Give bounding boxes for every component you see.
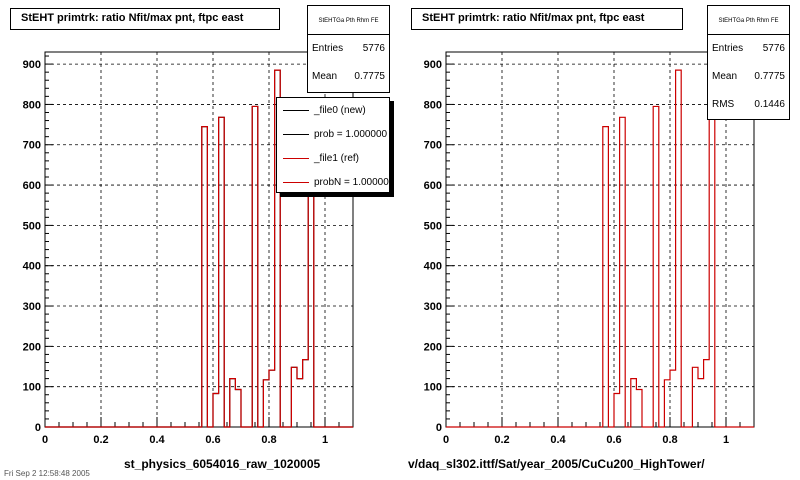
x-tick-label: 1 — [723, 434, 729, 446]
x-tick-label: 0 — [42, 434, 48, 446]
x-tick-label: 1 — [322, 434, 328, 446]
right-histogram-panel: 0 100 200 300 400 500 600 700 800 900 0 0.2 0.4 0.6 0.… — [400, 0, 800, 480]
stats-rms-value: 0.1446 — [754, 99, 785, 110]
left-histogram-panel: 0 100 200 300 400 500 600 700 800 900 0 0.2 0.4 0.6 0.… — [10, 5, 390, 471]
right-stats-box: StEHTGa Pth Rhm FE Entries 5776 Mean 0.7… — [707, 5, 790, 120]
left-legend: _file0 (new) prob = 1.000000 _file1 (ref… — [276, 97, 390, 193]
stats-mean-value: 0.7775 — [354, 71, 385, 82]
legend-entry-probN: probN = 1.000000 — [277, 170, 389, 194]
legend-line-black — [283, 109, 309, 111]
y-tick-label: 700 — [23, 140, 41, 152]
y-tick-label: 0 — [35, 422, 41, 434]
right-histogram-title: StEHT primtrk: ratio Nfit/max pnt, ftpc … — [411, 8, 683, 30]
y-tick-label: 600 — [424, 180, 442, 192]
x-tick-label: 0.8 — [662, 434, 677, 446]
stats-entries-row: Entries 5776 — [708, 35, 789, 63]
stats-rms-label: RMS — [712, 99, 735, 110]
y-tick-label: 300 — [424, 301, 442, 313]
plot-frame — [445, 51, 755, 428]
stats-mean-label: Mean — [312, 71, 338, 82]
y-tick-label: 100 — [23, 382, 41, 394]
x-tick-label: 0.4 — [149, 434, 165, 446]
y-tick-label: 800 — [23, 99, 41, 111]
y-tick-label: 900 — [424, 59, 442, 71]
x-tick-label: 0.2 — [93, 434, 108, 446]
stats-entries-value: 5776 — [362, 43, 385, 54]
left-x-axis-title: st_physics_6054016_raw_1020005 — [124, 457, 321, 471]
y-tick-label: 500 — [23, 220, 41, 232]
legend-entry-file1: _file1 (ref) — [277, 146, 389, 170]
stats-mean-label: Mean — [712, 71, 738, 82]
left-histogram-title: StEHT primtrk: ratio Nfit/max pnt, ftpc … — [10, 8, 280, 30]
stats-box-name: StEHTGa Pth Rhm FE — [308, 6, 389, 35]
x-tick-label: 0.6 — [205, 434, 220, 446]
x-tick-label: 0.6 — [606, 434, 621, 446]
legend-line-black — [283, 133, 309, 135]
histogram-series-0 — [446, 69, 754, 428]
y-tick-label: 400 — [424, 261, 442, 273]
legend-line-red — [283, 157, 309, 159]
y-tick-label: 200 — [23, 341, 41, 353]
stats-entries-row: Entries 5776 — [308, 35, 389, 63]
y-tick-label: 700 — [424, 140, 442, 152]
legend-line-red — [283, 181, 309, 183]
y-tick-label: 600 — [23, 180, 41, 192]
timestamp-footer: Fri Sep 2 12:58:48 2005 — [4, 469, 90, 478]
stats-rms-row: RMS 0.1446 — [708, 91, 789, 119]
stats-box-name: StEHTGa Pth Rhm FE — [708, 6, 789, 35]
y-tick-label: 900 — [23, 59, 41, 71]
y-tick-label: 0 — [436, 422, 442, 434]
y-tick-label: 200 — [424, 341, 442, 353]
stats-mean-row: Mean 0.7775 — [708, 63, 789, 91]
x-tick-label: 0.8 — [261, 434, 276, 446]
histogram-series-1 — [45, 69, 353, 428]
x-tick-label: 0.4 — [550, 434, 566, 446]
y-tick-label: 500 — [424, 220, 442, 232]
y-tick-label: 800 — [424, 99, 442, 111]
stats-mean-value: 0.7775 — [754, 71, 785, 82]
stats-mean-row: Mean 0.7775 — [308, 63, 389, 91]
x-tick-label: 0.2 — [494, 434, 509, 446]
right-histogram-canvas: 0 100 200 300 400 500 600 700 800 900 0 0.2 0.4 0.6 0.… — [424, 51, 755, 446]
right-x-axis-title: v/daq_sl302.ittf/Sat/year_2005/CuCu200_H… — [408, 457, 705, 471]
left-stats-box: StEHTGa Pth Rhm FE Entries 5776 Mean 0.7… — [307, 5, 390, 93]
x-tick-label: 0 — [443, 434, 449, 446]
y-tick-label: 100 — [424, 382, 442, 394]
stats-entries-label: Entries — [312, 43, 344, 54]
y-tick-label: 400 — [23, 261, 41, 273]
y-tick-label: 300 — [23, 301, 41, 313]
legend-entry-file0: _file0 (new) — [277, 98, 389, 122]
stats-entries-value: 5776 — [762, 43, 785, 54]
legend-entry-prob: prob = 1.000000 — [277, 122, 389, 146]
stats-entries-label: Entries — [712, 43, 744, 54]
